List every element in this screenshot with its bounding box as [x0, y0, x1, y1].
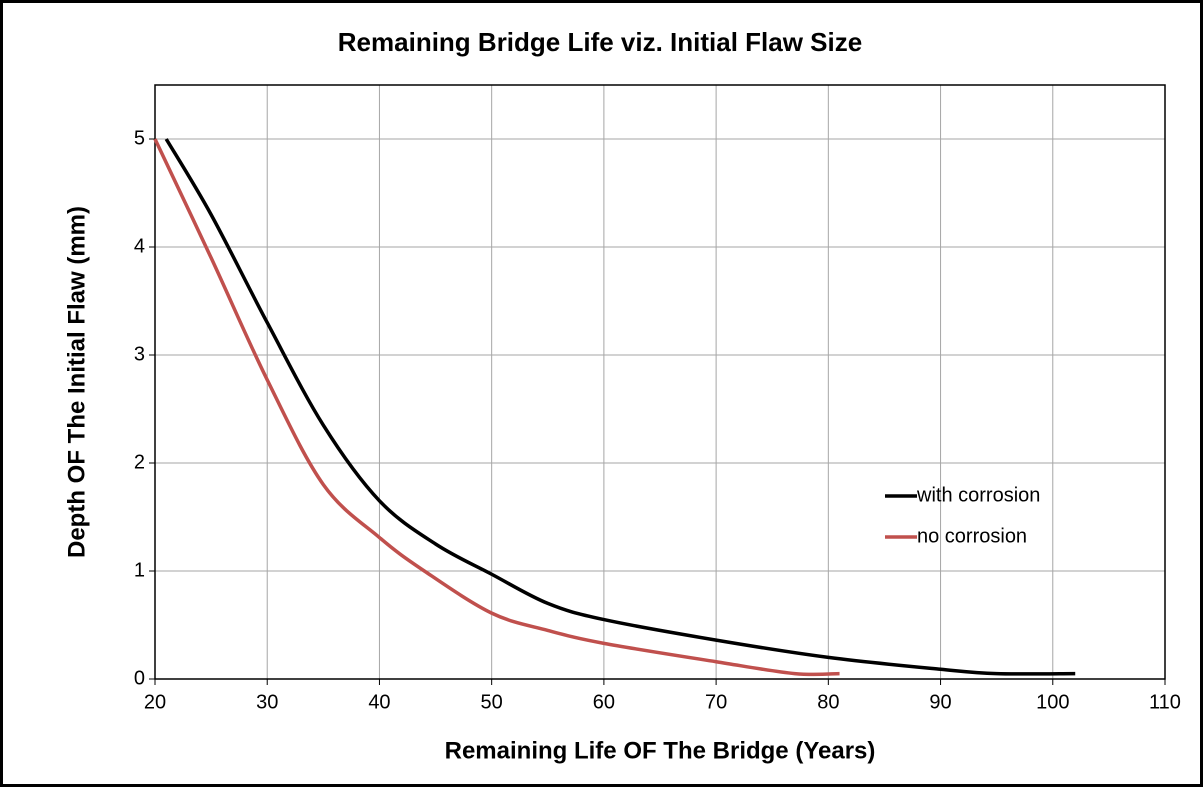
x-tick-label: 100	[1036, 691, 1069, 713]
chart-title: Remaining Bridge Life viz. Initial Flaw …	[338, 27, 862, 57]
x-tick-label: 90	[929, 691, 951, 713]
y-tick-label: 2	[134, 451, 145, 473]
x-tick-label: 20	[144, 691, 166, 713]
y-axis-label: Depth OF The Initial Flaw (mm)	[63, 206, 90, 558]
x-tick-label: 40	[368, 691, 390, 713]
legend-label: with corrosion	[916, 484, 1040, 506]
series-line	[164, 138, 1076, 676]
y-tick-label: 4	[134, 235, 145, 257]
y-tick-label: 3	[134, 343, 145, 365]
x-tick-label: 30	[256, 691, 278, 713]
x-tick-label: 80	[817, 691, 839, 713]
plot-area	[154, 84, 1166, 680]
series-line	[153, 138, 840, 677]
y-tick-label: 5	[134, 127, 145, 149]
x-tick-label: 110	[1149, 691, 1181, 713]
y-tick-label: 0	[134, 667, 145, 689]
x-tick-label: 60	[593, 691, 615, 713]
x-tick-label: 70	[705, 691, 727, 713]
y-tick-label: 1	[134, 559, 145, 581]
legend-label: no corrosion	[917, 525, 1027, 547]
x-tick-label: 50	[481, 691, 503, 713]
x-axis-label: Remaining Life OF The Bridge (Years)	[445, 737, 876, 764]
